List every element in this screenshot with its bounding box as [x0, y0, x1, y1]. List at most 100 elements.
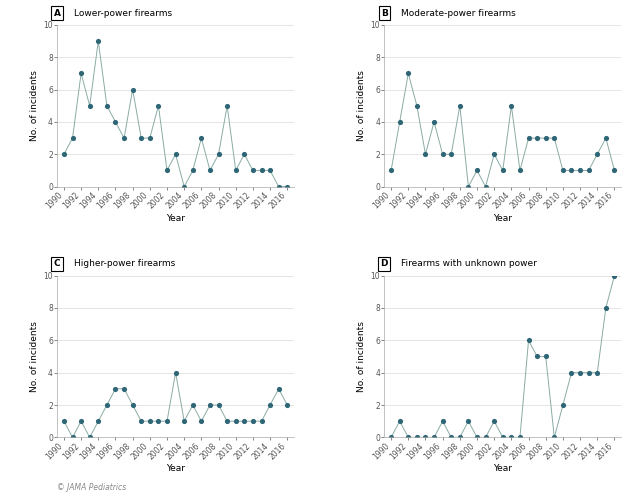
- Point: [188, 166, 198, 174]
- Point: [119, 134, 129, 142]
- Point: [67, 134, 77, 142]
- Point: [127, 85, 138, 93]
- Point: [515, 166, 525, 174]
- Point: [239, 417, 249, 425]
- Point: [231, 166, 241, 174]
- Point: [231, 417, 241, 425]
- Point: [102, 401, 112, 409]
- Text: Lower-power firearms: Lower-power firearms: [74, 8, 172, 18]
- X-axis label: Year: Year: [493, 464, 512, 473]
- Point: [179, 417, 190, 425]
- Point: [609, 166, 619, 174]
- Point: [59, 417, 69, 425]
- Point: [507, 433, 517, 441]
- Point: [76, 70, 86, 78]
- Point: [524, 336, 534, 344]
- Point: [601, 304, 611, 312]
- Point: [566, 166, 576, 174]
- Point: [274, 182, 284, 190]
- Point: [394, 417, 404, 425]
- Point: [205, 166, 215, 174]
- Point: [412, 433, 422, 441]
- Point: [549, 433, 559, 441]
- Point: [420, 433, 430, 441]
- Point: [601, 134, 611, 142]
- Point: [541, 134, 551, 142]
- Point: [274, 385, 284, 393]
- Point: [584, 166, 594, 174]
- Point: [403, 433, 413, 441]
- Text: D: D: [380, 259, 388, 268]
- Point: [394, 118, 404, 126]
- Point: [248, 166, 258, 174]
- Point: [256, 166, 266, 174]
- Point: [532, 134, 542, 142]
- Point: [119, 385, 129, 393]
- Point: [222, 417, 232, 425]
- Text: C: C: [54, 259, 60, 268]
- Point: [256, 417, 266, 425]
- Text: Firearms with unknown power: Firearms with unknown power: [401, 259, 537, 268]
- Point: [549, 134, 559, 142]
- Point: [575, 166, 585, 174]
- Point: [403, 70, 413, 78]
- Point: [248, 417, 258, 425]
- Point: [524, 134, 534, 142]
- Point: [472, 433, 482, 441]
- Point: [265, 166, 275, 174]
- Point: [265, 401, 275, 409]
- Y-axis label: No. of incidents: No. of incidents: [30, 70, 39, 141]
- Point: [136, 417, 146, 425]
- Point: [489, 417, 499, 425]
- Point: [102, 102, 112, 110]
- Point: [145, 417, 155, 425]
- Point: [214, 150, 224, 158]
- Point: [481, 433, 491, 441]
- Point: [282, 401, 292, 409]
- Point: [214, 401, 224, 409]
- Point: [584, 369, 594, 377]
- Point: [222, 102, 232, 110]
- Point: [110, 118, 120, 126]
- Point: [93, 37, 103, 45]
- Point: [592, 150, 602, 158]
- Point: [507, 102, 517, 110]
- Point: [76, 417, 86, 425]
- Point: [446, 433, 456, 441]
- Point: [558, 401, 568, 409]
- Point: [136, 134, 146, 142]
- X-axis label: Year: Year: [166, 464, 185, 473]
- Point: [420, 150, 430, 158]
- Point: [437, 150, 448, 158]
- Point: [110, 385, 120, 393]
- Point: [515, 433, 525, 441]
- Point: [489, 150, 499, 158]
- Point: [412, 102, 422, 110]
- Point: [455, 433, 465, 441]
- Point: [463, 417, 474, 425]
- Point: [498, 433, 508, 441]
- X-axis label: Year: Year: [493, 214, 512, 223]
- Point: [386, 166, 396, 174]
- Point: [171, 369, 181, 377]
- Point: [575, 369, 585, 377]
- X-axis label: Year: Year: [166, 214, 185, 223]
- Point: [93, 417, 103, 425]
- Point: [67, 433, 77, 441]
- Point: [541, 352, 551, 360]
- Point: [437, 417, 448, 425]
- Point: [127, 401, 138, 409]
- Point: [197, 134, 207, 142]
- Point: [566, 369, 576, 377]
- Point: [84, 102, 94, 110]
- Point: [153, 417, 164, 425]
- Point: [145, 134, 155, 142]
- Point: [429, 433, 439, 441]
- Point: [429, 118, 439, 126]
- Point: [386, 433, 396, 441]
- Point: [463, 182, 474, 190]
- Point: [179, 182, 190, 190]
- Point: [197, 417, 207, 425]
- Point: [282, 182, 292, 190]
- Point: [205, 401, 215, 409]
